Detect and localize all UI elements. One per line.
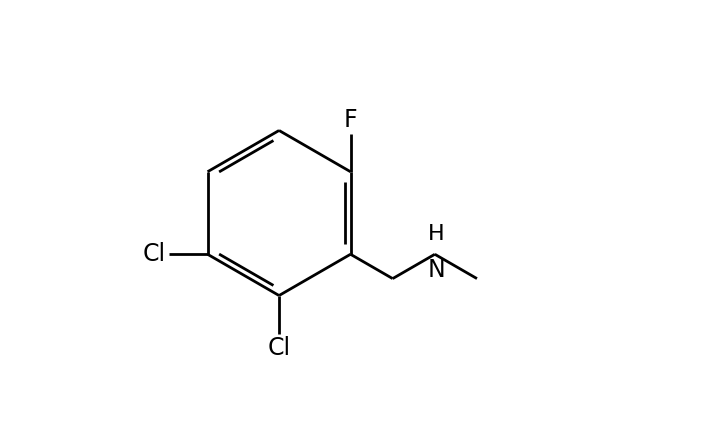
Text: H: H [428, 224, 445, 244]
Text: Cl: Cl [143, 242, 166, 266]
Text: N: N [428, 258, 445, 282]
Text: Cl: Cl [267, 336, 291, 360]
Text: F: F [344, 107, 357, 132]
